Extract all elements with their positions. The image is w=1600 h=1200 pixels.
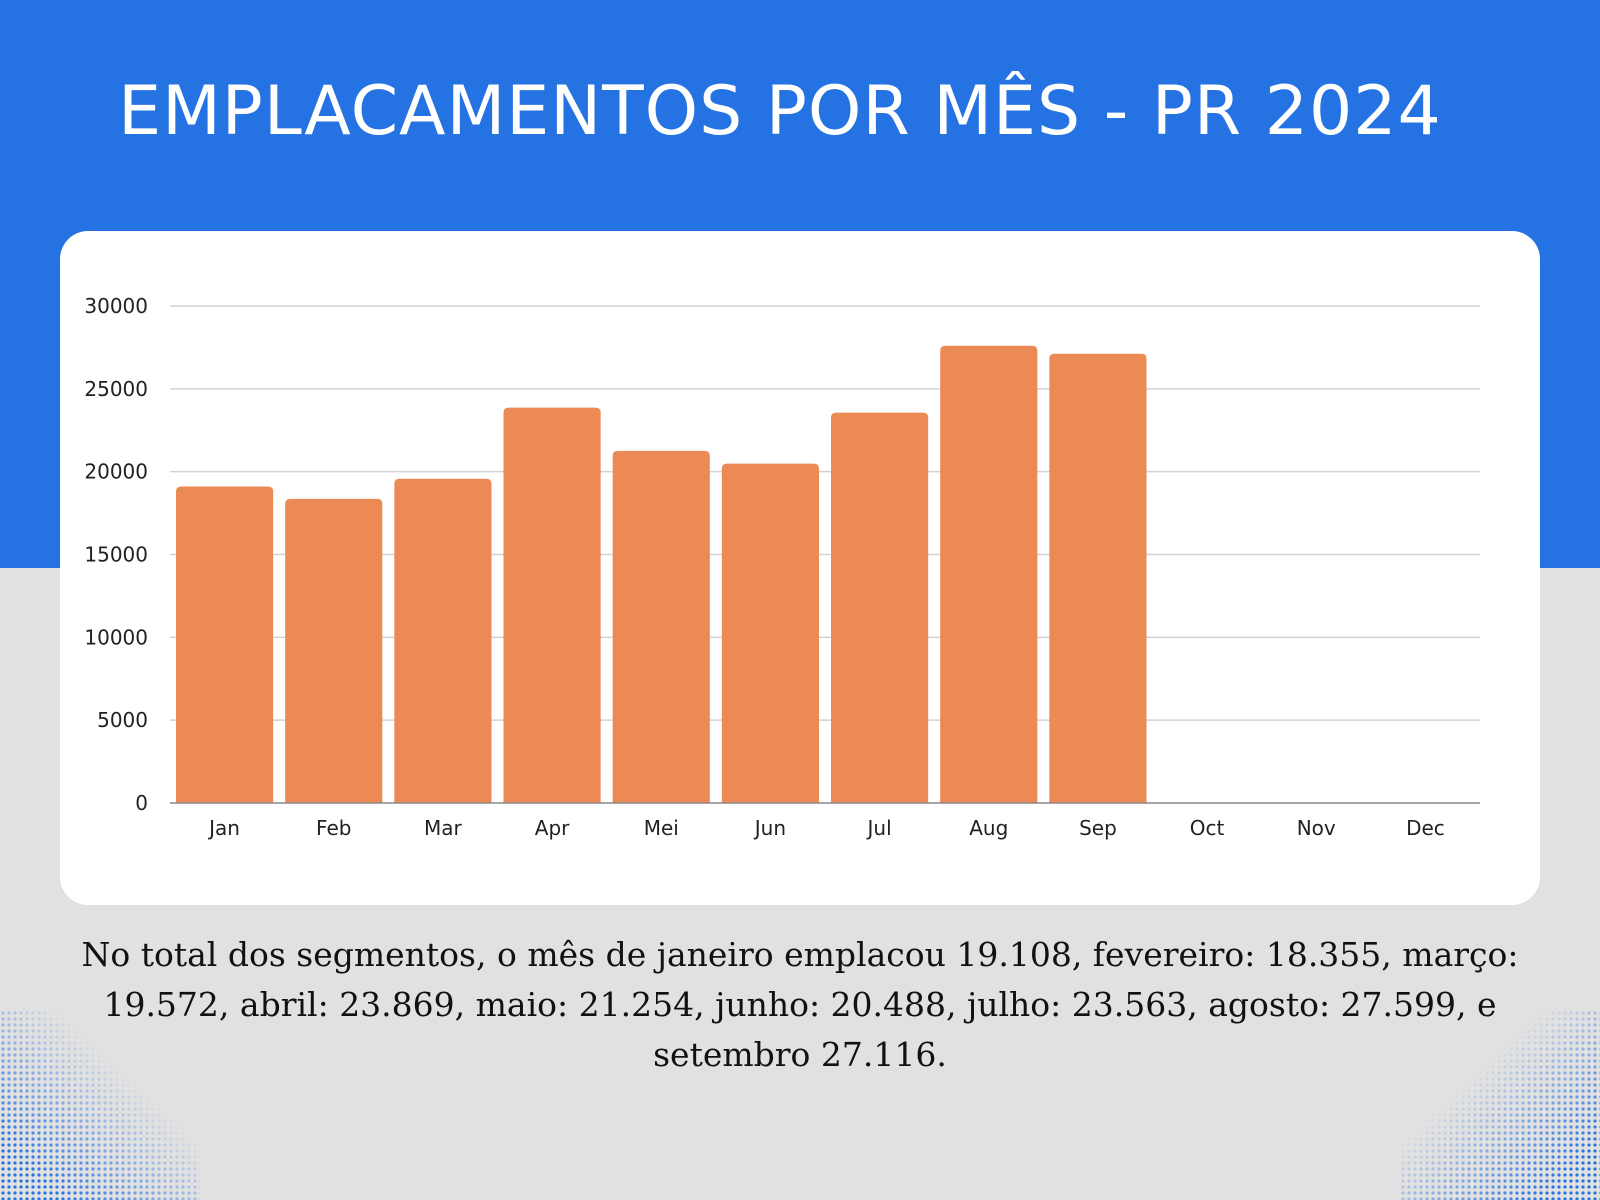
bar-jul	[831, 412, 929, 803]
y-tick-label: 15000	[84, 543, 148, 567]
y-tick-label: 20000	[84, 460, 148, 484]
x-tick-label: Mar	[424, 816, 463, 840]
y-tick-label: 0	[135, 791, 148, 815]
x-tick-label: Oct	[1190, 816, 1225, 840]
decorative-dot-pattern-right	[1400, 1010, 1600, 1200]
y-tick-label: 10000	[84, 625, 148, 649]
x-tick-label: Jul	[866, 816, 892, 840]
chart-caption: No total dos segmentos, o mês de janeiro…	[81, 935, 1519, 1074]
bar-aug	[940, 345, 1038, 803]
x-tick-label: Apr	[535, 816, 570, 840]
x-tick-label: Jun	[753, 816, 786, 840]
x-tick-label: Sep	[1079, 816, 1117, 840]
x-tick-label: Nov	[1297, 816, 1336, 840]
bar-sep	[1049, 353, 1147, 803]
bar-jan	[176, 486, 274, 803]
y-tick-label: 5000	[97, 708, 148, 732]
chart-card: 0 5000 10000 15000 20000 25000 30000 Jan Feb Mar A…	[60, 231, 1540, 905]
bar-jun	[721, 463, 819, 803]
bar-mei	[612, 450, 710, 803]
x-tick-label: Dec	[1406, 816, 1445, 840]
decorative-dot-pattern-left	[0, 1010, 200, 1200]
bar-apr	[503, 407, 601, 803]
x-tick-label: Aug	[969, 816, 1008, 840]
page-title: EMPLACAMENTOS POR MÊS - PR 2024	[118, 72, 1442, 151]
bar-feb	[285, 498, 383, 803]
y-tick-label: 25000	[84, 377, 148, 401]
bar-chart: 0 5000 10000 15000 20000 25000 30000 Jan Feb Mar A…	[84, 294, 1480, 840]
x-tick-label: Jan	[207, 816, 240, 840]
x-tick-label: Mei	[644, 816, 679, 840]
x-tick-label: Feb	[316, 816, 351, 840]
y-tick-label: 30000	[84, 294, 148, 318]
bar-mar	[394, 478, 492, 803]
